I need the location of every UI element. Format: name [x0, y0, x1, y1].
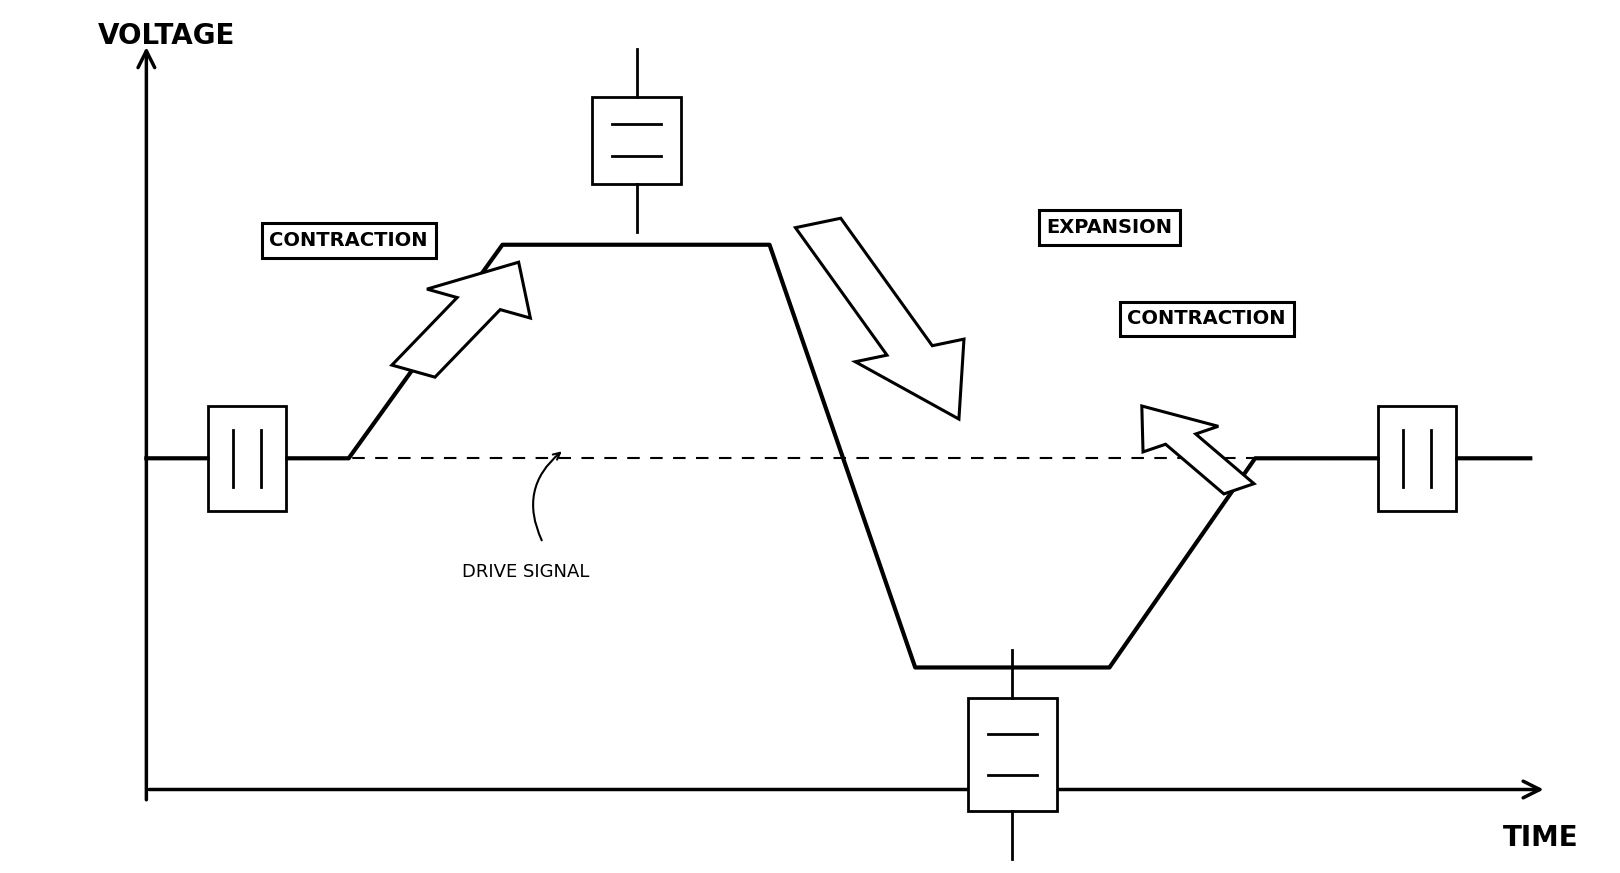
Bar [1379, 406, 1456, 511]
Bar [207, 406, 285, 511]
Polygon shape [1142, 406, 1254, 494]
Bar [967, 698, 1056, 811]
Bar [593, 97, 682, 183]
Text: TIME: TIME [1503, 824, 1580, 852]
Text: CONTRACTION: CONTRACTION [269, 230, 428, 250]
Text: VOLTAGE: VOLTAGE [97, 23, 235, 51]
Text: EXPANSION: EXPANSION [1047, 217, 1173, 237]
Polygon shape [392, 262, 530, 377]
Text: DRIVE SIGNAL: DRIVE SIGNAL [462, 563, 590, 581]
Polygon shape [795, 218, 964, 419]
Text: CONTRACTION: CONTRACTION [1128, 309, 1286, 328]
